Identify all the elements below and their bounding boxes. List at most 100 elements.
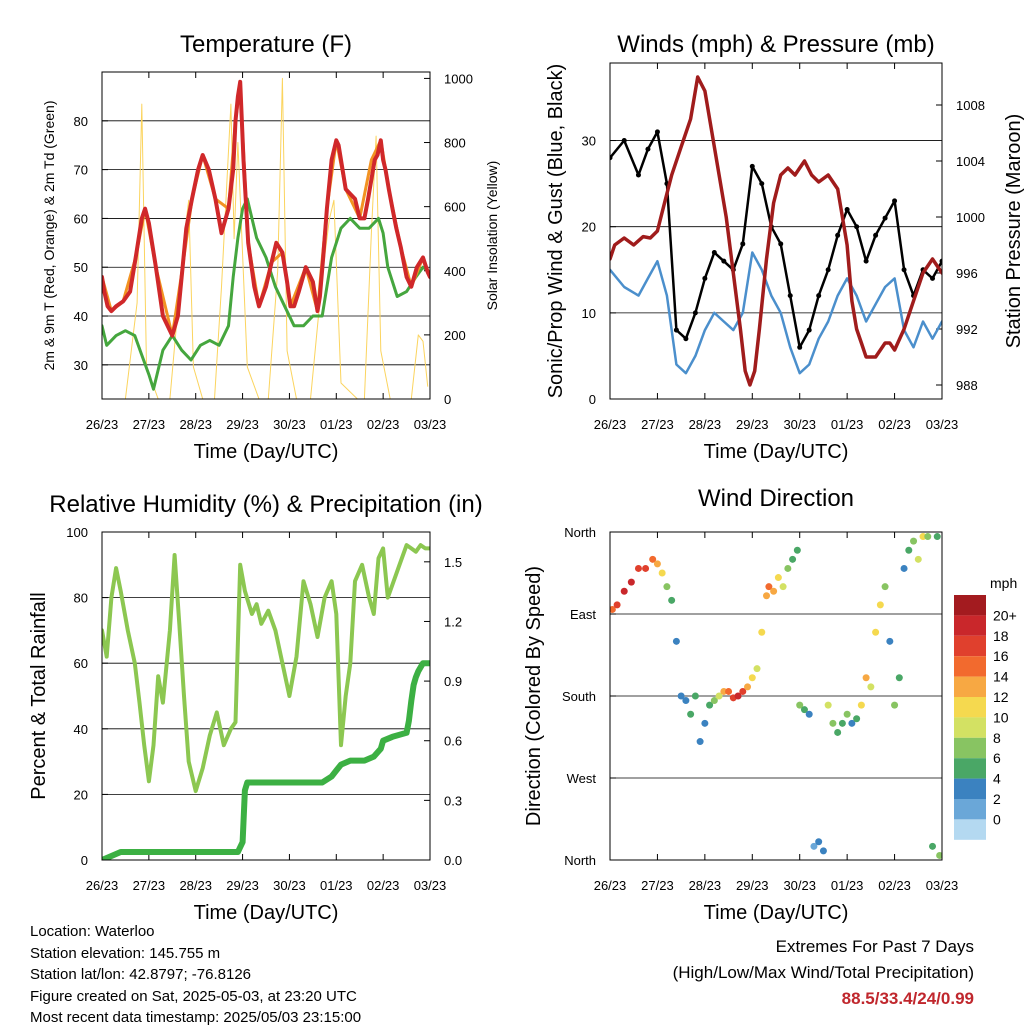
direction-point [653,560,661,568]
gust-line [610,130,942,349]
direction-point [867,683,875,691]
direction-point [810,842,818,850]
x-tick-label: 26/23 [86,417,119,432]
direction-point [929,842,937,850]
x-tick-label: 28/23 [179,417,212,432]
y-tick-label: 20 [74,787,88,802]
gust-point [711,250,717,256]
colorbar-swatch [954,799,986,820]
series-group [102,77,430,399]
direction-point [881,583,889,591]
y-tick-label-right: 1004 [956,154,985,169]
x-tick-label: 02/23 [367,878,400,893]
x-axis-label: Time (Day/UTC) [194,902,339,924]
y-tick-label: 40 [74,722,88,737]
y-axis-label: Sonic/Prop Wind & Gust (Blue, Black) [545,64,567,399]
direction-point [739,687,747,695]
colorbar-label: 0 [993,811,1001,827]
direction-point [620,587,628,595]
y-tick-label: 40 [74,309,88,324]
direction-point [924,533,932,541]
y-tick-label-right: 600 [444,200,466,215]
gust-point [749,163,755,169]
plot-frame [609,62,943,400]
gust-point [882,215,888,221]
direction-point [672,637,680,645]
x-tick-label: 27/23 [641,878,674,893]
relative-humidity-line [102,543,430,794]
extremes-block: Extremes For Past 7 Days (High/Low/Max W… [673,934,974,1012]
elevation-text: Station elevation: 145.755 m [30,944,221,962]
x-tick-label: 02/23 [878,878,911,893]
direction-point [677,692,685,700]
panel-title: Relative Humidity (%) & Precipitation (i… [49,491,482,518]
direction-point [758,628,766,636]
wind-direction-panel: Wind Direction Time (Day/UTC) Direction (C… [523,485,958,924]
y-tick-label-right: 200 [444,328,466,343]
gust-point [930,275,936,281]
y-tick-label-right: 1008 [956,98,985,113]
humidity-precip-panel: Relative Humidity (%) & Precipitation (i… [28,491,483,924]
direction-point [891,701,899,709]
y-tick-label-right: 1.5 [444,555,462,570]
colorbar-swatch [954,758,986,779]
direction-point [886,637,894,645]
direction-point [658,569,666,577]
y-tick-label: 0 [589,392,596,407]
colorbar-label: 2 [993,791,1001,807]
x-tick-label: 27/23 [133,417,166,432]
colorbar-swatch [954,717,986,738]
latlon-text: Station lat/lon: 42.8797; -76.8126 [30,966,252,983]
colorbar-swatch [954,819,986,840]
x-tick-label: 28/23 [689,417,722,432]
x-tick-label: 01/23 [320,417,353,432]
direction-point [642,564,650,572]
y-axis-label: 2m & 9m T (Red, Orange) & 2m Td (Green) [41,101,57,371]
direction-point [753,665,761,673]
x-tick-label: 27/23 [133,878,166,893]
y-tick-label-right: 400 [444,264,466,279]
y-tick-label-right: 1000 [956,210,985,225]
direction-point [784,564,792,572]
direction-point [774,574,782,582]
colorbar-swatch [954,635,986,657]
direction-point [734,692,742,700]
location-text: Location: Waterloo [30,923,155,940]
gust-point [806,327,812,333]
direction-point [834,728,842,736]
y-tick-label-right: 992 [956,322,978,337]
plot-frame [101,71,431,400]
gust-point [683,336,689,342]
x-tick-label: 26/23 [86,878,119,893]
direction-point [796,701,804,709]
direction-point [765,583,773,591]
y-tick-label: North [564,853,596,868]
y-axis-label-right: Station Pressure (Maroon) [1003,114,1024,349]
9m-t-line [102,85,430,338]
temperature-panel: Temperature (F) Time (Day/UTC) 2m & 9m T (… [41,31,500,463]
x-tick-label: 03/23 [414,417,447,432]
x-tick-label: 28/23 [179,878,212,893]
2m-td-line [102,197,430,391]
y-tick-label-right: 800 [444,136,466,151]
colorbar-swatch [954,697,986,718]
x-tick-label: 27/23 [641,417,674,432]
x-tick-label: 01/23 [320,878,353,893]
x-tick-label: 29/23 [226,417,259,432]
y-tick-label-right: 0.9 [444,674,462,689]
series-group [610,75,942,387]
y-tick-label: West [567,771,597,786]
y-axis-label: Direction (Colored By Speed) [523,566,545,826]
x-tick-label: 03/23 [926,878,959,893]
y-tick-label: 70 [74,163,88,178]
y-tick-label-right: 988 [956,378,978,393]
colorbar-swatch [954,595,986,616]
x-tick-label: 28/23 [689,878,722,893]
panel-title: Winds (mph) & Pressure (mb) [617,31,934,58]
extremes-title: Extremes For Past 7 Days [775,937,974,956]
direction-point [610,605,616,613]
direction-point [936,851,942,859]
direction-point [701,719,709,727]
gust-point [816,293,822,299]
direction-point [895,674,903,682]
